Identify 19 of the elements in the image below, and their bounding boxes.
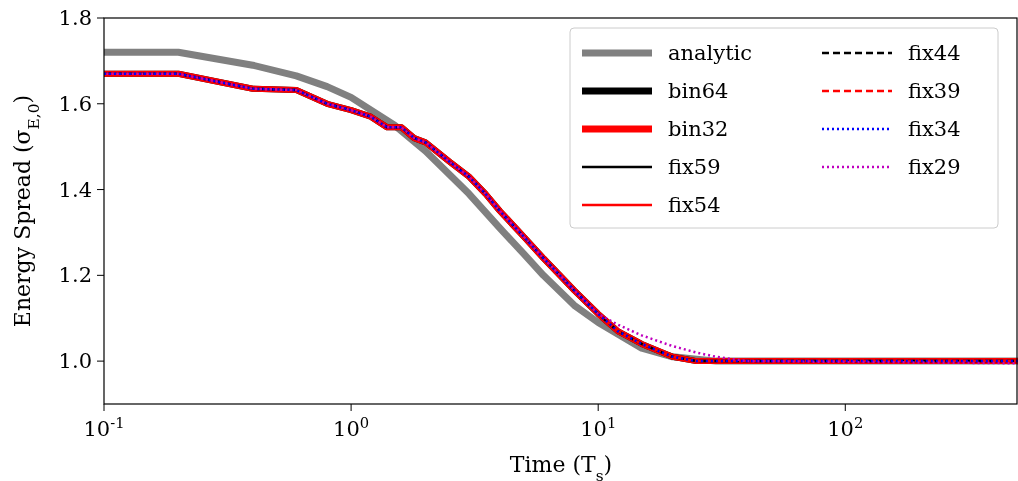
x-tick-label: 10$^{0}$ xyxy=(333,413,370,441)
legend-label: fix39 xyxy=(908,79,961,103)
y-tick-label: 1.6 xyxy=(58,91,92,116)
legend-label: fix54 xyxy=(668,193,721,217)
x-tick-label: 10$^{-1}$ xyxy=(83,413,125,441)
legend-label: fix59 xyxy=(668,155,721,179)
legend-label: bin32 xyxy=(668,117,729,141)
legend-label: fix34 xyxy=(908,117,961,141)
legend-label: fix44 xyxy=(908,41,961,65)
legend-label: fix29 xyxy=(908,155,961,179)
x-tick-label: 10$^{1}$ xyxy=(580,413,617,441)
y-tick-label: 1.2 xyxy=(58,263,92,288)
legend-label: analytic xyxy=(668,41,753,65)
y-tick-label: 1.0 xyxy=(58,349,92,374)
legend-label: bin64 xyxy=(668,79,729,103)
y-tick-label: 1.8 xyxy=(58,6,92,30)
x-tick-label: 10$^{2}$ xyxy=(827,413,864,441)
y-tick-label: 1.4 xyxy=(58,177,92,202)
x-axis-title: Time (T$_{s}$) xyxy=(509,452,613,481)
